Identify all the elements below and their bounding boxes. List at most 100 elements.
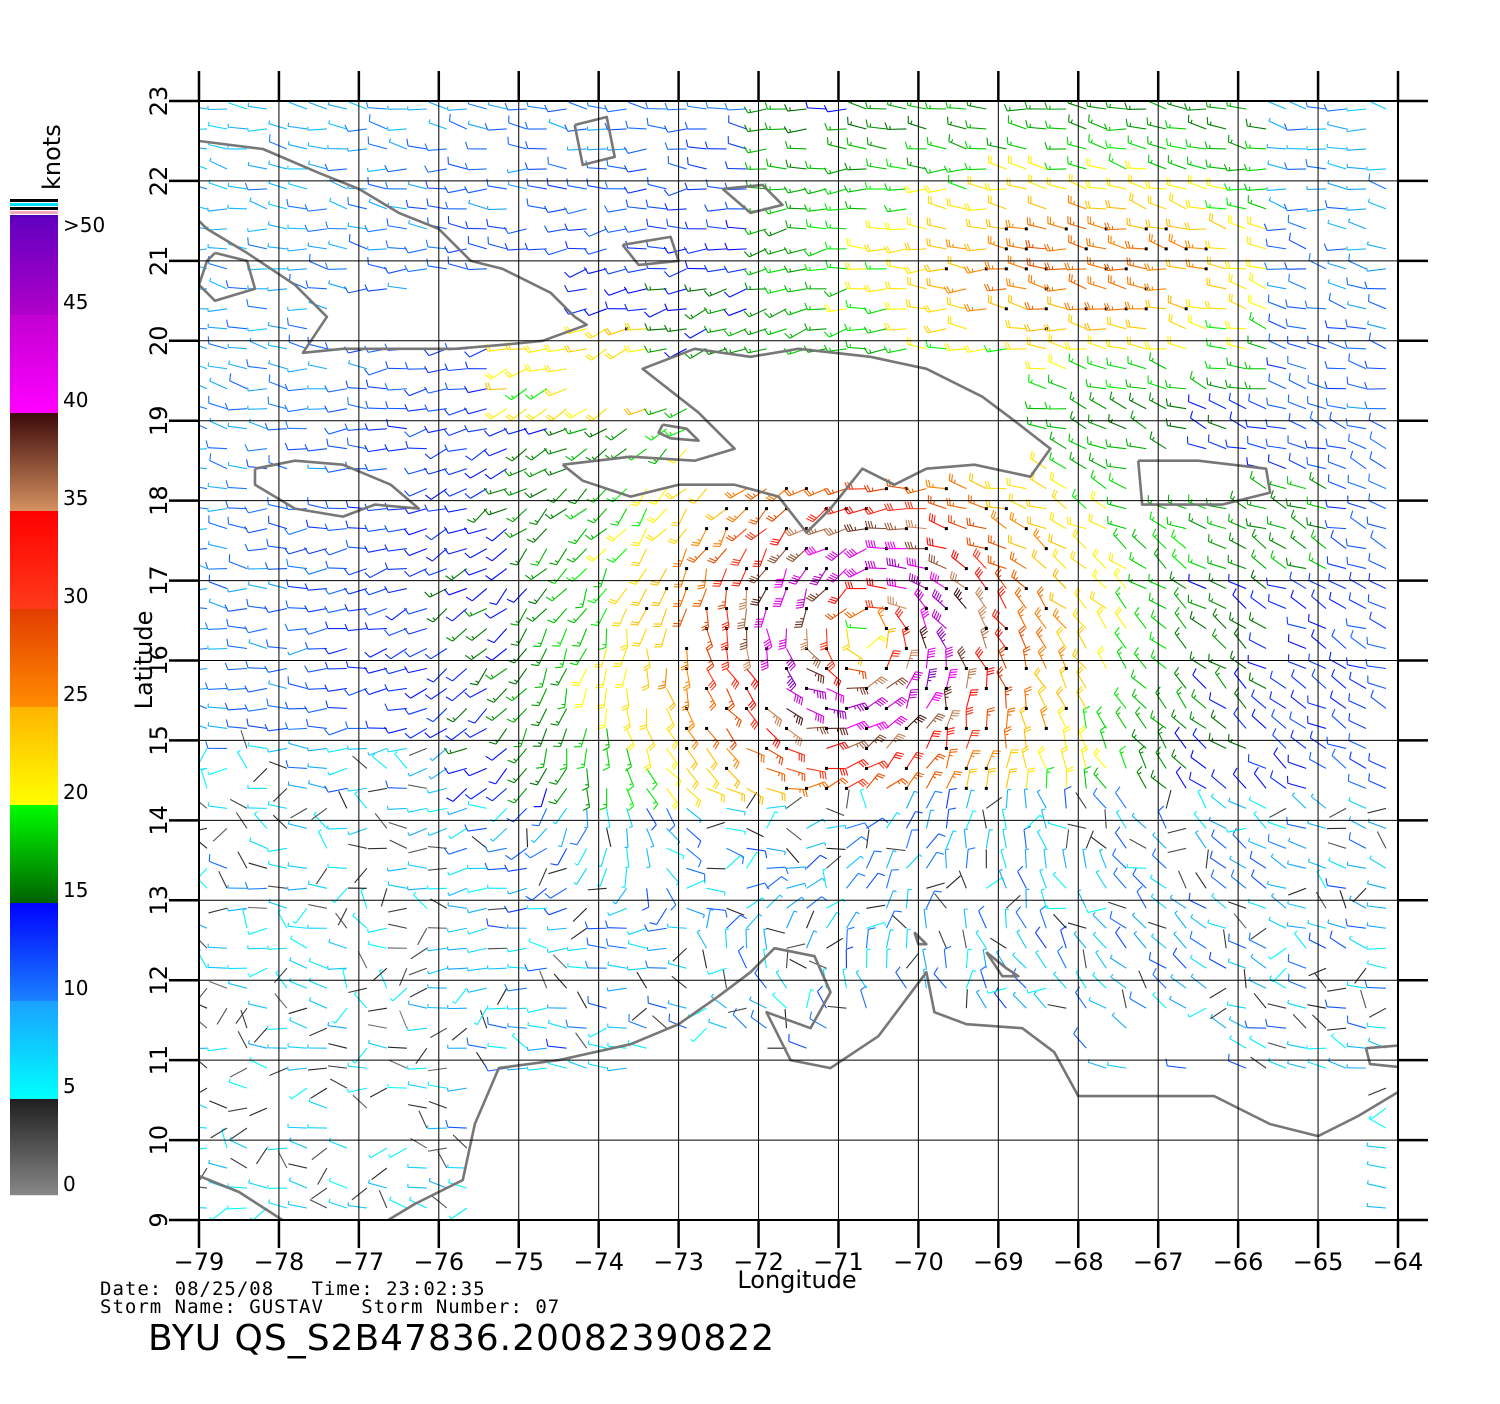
wind-barb	[553, 955, 566, 968]
barb-feather	[580, 604, 583, 605]
barb-shaft	[738, 951, 746, 968]
barb-feather	[1348, 774, 1349, 781]
barb-feather	[868, 600, 870, 607]
barb-feather	[1349, 936, 1351, 939]
wind-barb	[826, 848, 845, 849]
barb-feather	[536, 662, 539, 664]
barb-feather	[1266, 1019, 1268, 1026]
barb-shaft	[408, 865, 427, 868]
wind-barb	[238, 852, 247, 869]
barb-feather	[1332, 669, 1335, 676]
wind-barb	[558, 828, 567, 846]
barb-feather	[1230, 1036, 1232, 1039]
wind-barb	[428, 1004, 447, 1008]
barb-shaft	[733, 1015, 746, 1028]
barb-shaft	[1250, 858, 1266, 868]
legend-swatch	[10, 683, 58, 685]
barb-feather	[812, 656, 814, 659]
wind-barb	[248, 907, 267, 908]
wind-barb	[1311, 794, 1326, 809]
barb-shaft	[1349, 600, 1366, 609]
legend-swatch	[10, 387, 58, 389]
barb-feather	[512, 1033, 514, 1036]
wind-barb	[687, 848, 702, 867]
barb-feather	[465, 732, 470, 737]
wind-barb	[1312, 589, 1326, 608]
wind-barb	[985, 708, 995, 730]
barb-feather	[348, 1089, 349, 1092]
wind-barb	[409, 968, 427, 975]
barb-feather	[798, 738, 800, 745]
barb-feather	[779, 640, 786, 642]
wind-barb	[1110, 911, 1126, 928]
barb-feather	[959, 598, 962, 600]
rain-flag	[925, 687, 928, 690]
barb-shaft	[548, 1046, 567, 1048]
legend-swatch	[10, 381, 58, 383]
legend-swatch	[10, 451, 58, 453]
barb-feather	[1177, 633, 1180, 635]
wind-barb	[343, 969, 347, 988]
legend-swatch	[10, 1179, 58, 1181]
barb-shaft	[558, 848, 567, 865]
legend-swatch	[10, 599, 58, 601]
barb-feather	[552, 597, 554, 600]
legend-swatch	[10, 933, 58, 935]
wind-barb	[288, 649, 307, 655]
barb-shaft	[369, 609, 387, 616]
barb-shaft	[408, 1004, 427, 1008]
barb-shaft	[488, 1008, 507, 1009]
wind-barb	[1116, 810, 1126, 828]
barb-feather	[1093, 932, 1096, 934]
barb-feather	[513, 718, 516, 720]
barb-feather	[897, 813, 900, 815]
legend-swatch	[10, 651, 58, 653]
barb-feather	[289, 1096, 291, 1099]
barb-shaft	[328, 609, 347, 613]
barb-feather	[470, 683, 477, 685]
barb-feather	[1192, 689, 1195, 696]
barb-shaft	[588, 888, 607, 890]
barb-feather	[1312, 589, 1315, 596]
legend-swatch	[10, 693, 58, 695]
barb-shaft	[986, 797, 1001, 808]
barb-shaft	[1112, 1015, 1126, 1028]
barb-feather	[385, 654, 391, 659]
wind-barb	[826, 825, 845, 828]
wind-barb	[348, 746, 367, 749]
wind-barb	[560, 748, 567, 769]
wind-barb	[452, 1028, 467, 1040]
wind-barb	[667, 828, 680, 844]
barb-shaft	[318, 831, 327, 848]
wind-barb	[409, 748, 427, 755]
barb-feather	[194, 872, 197, 874]
legend-swatch	[10, 669, 58, 671]
barb-shaft	[1006, 710, 1008, 729]
wind-barb	[411, 948, 427, 959]
wind-barb	[1367, 637, 1386, 649]
wind-barb	[1294, 931, 1306, 948]
barb-shaft	[1028, 988, 1046, 993]
barb-shaft	[994, 993, 1006, 1008]
wind-barb	[1037, 830, 1046, 848]
barb-shaft	[1249, 980, 1266, 988]
wind-barb	[1179, 871, 1187, 888]
barb-shaft	[388, 1087, 407, 1088]
wind-barb	[446, 1120, 467, 1128]
wind-barb	[1037, 586, 1048, 610]
barb-shaft	[886, 870, 891, 888]
barb-feather	[1250, 851, 1252, 858]
wind-barb	[1153, 992, 1166, 1008]
wind-barb	[467, 1038, 487, 1049]
barb-shaft	[231, 1128, 247, 1139]
barb-feather	[345, 624, 348, 631]
wind-barb	[507, 948, 526, 952]
legend-swatch	[10, 835, 58, 837]
barb-shaft	[703, 950, 707, 969]
barb-feather	[1116, 587, 1121, 593]
barb-shaft	[1038, 651, 1046, 668]
wind-barb	[642, 668, 649, 690]
wind-barb	[210, 1208, 227, 1220]
wind-barb	[926, 731, 941, 748]
barb-feather	[968, 848, 975, 850]
